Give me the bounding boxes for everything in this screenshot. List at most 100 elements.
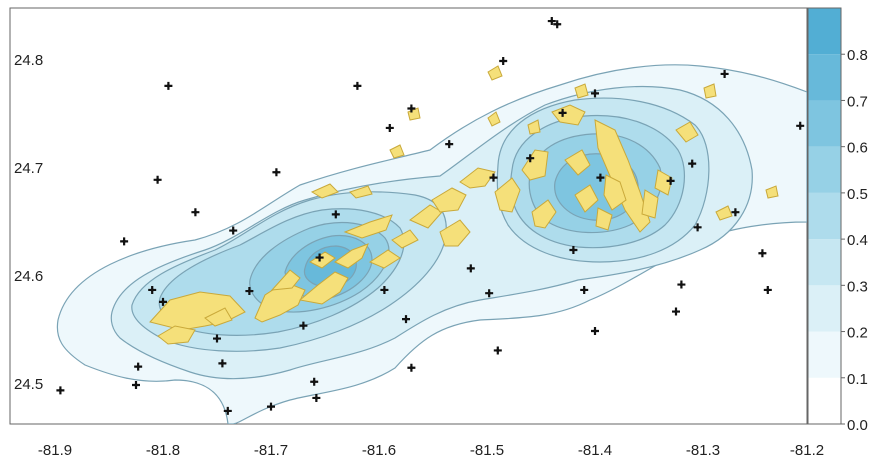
x-tick-label: -81.7 [254, 442, 288, 459]
station-marker [466, 264, 475, 273]
island [204, 307, 233, 327]
station-marker [380, 285, 389, 294]
station-marker [116, 432, 124, 440]
station-marker [591, 89, 599, 98]
colorbar-bands [808, 8, 841, 424]
station-marker [569, 246, 578, 254]
colorbar-band [808, 239, 841, 286]
x-tick-label: -81.8 [146, 442, 180, 459]
y-tick-label: 24.5 [14, 376, 43, 393]
station-marker [353, 81, 362, 90]
station-marker [191, 208, 200, 217]
station-marker [299, 321, 308, 330]
island [310, 183, 339, 199]
x-tick-label: -81.2 [790, 442, 824, 459]
station-marker [331, 210, 340, 219]
colorbar-band [808, 285, 841, 332]
colorbar-tick-label: 0.7 [847, 93, 868, 110]
colorbar-tick-label: 0.5 [847, 186, 868, 203]
station-marker [164, 81, 173, 90]
island [574, 184, 599, 213]
station-marker [796, 121, 805, 130]
colorbar-tick-label: 0.0 [847, 417, 868, 434]
station-marker [596, 173, 605, 182]
station-marker [553, 20, 562, 29]
island [675, 121, 699, 143]
station-marker [677, 280, 686, 289]
station-marker [731, 208, 740, 217]
colorbar-band [808, 100, 841, 147]
station-marker [229, 226, 238, 235]
island [487, 111, 501, 127]
station-marker [758, 249, 767, 258]
colorbar: 0.0 0.1 0.2 0.3 0.4 0.5 0.6 0.7 0.8 [807, 7, 868, 434]
colorbar-band [808, 192, 841, 240]
station-marker [120, 237, 129, 246]
colorbar-band [808, 377, 841, 424]
island [564, 149, 591, 176]
station-marker [489, 173, 498, 182]
island [389, 144, 405, 159]
island [368, 249, 401, 269]
island [254, 281, 306, 323]
island [521, 149, 549, 181]
colorbar-tick-label: 0.8 [847, 47, 868, 64]
island [494, 177, 521, 213]
island [527, 119, 541, 135]
x-tick-label: -81.3 [686, 442, 720, 459]
station-marker [580, 285, 589, 294]
y-tick-label: 24.7 [14, 160, 43, 177]
island [298, 271, 349, 305]
island [343, 214, 393, 239]
station-marker [402, 315, 410, 324]
station-marker [526, 154, 535, 163]
island [391, 229, 419, 249]
x-axis: -81.9 -81.8 -81.7 -81.6 -81.5 -81.4 -81.… [38, 442, 824, 459]
y-tick-label: 24.6 [14, 268, 43, 285]
station-marker [547, 17, 556, 26]
station-marker [223, 406, 232, 415]
station-marker [56, 386, 65, 395]
island [334, 243, 369, 269]
station-marker [153, 175, 162, 184]
island [270, 269, 301, 291]
island [594, 119, 651, 233]
station-marker [407, 363, 416, 372]
x-tick-label: -81.4 [578, 442, 612, 459]
island [595, 207, 613, 231]
station-marker [272, 168, 281, 177]
station-marker [763, 285, 772, 294]
colorbar-band [808, 146, 841, 193]
island [531, 199, 557, 229]
colorbar-band [808, 331, 841, 378]
colorbar-tick-label: 0.3 [847, 278, 868, 295]
colorbar-band [808, 54, 841, 101]
islands [149, 65, 779, 345]
island [641, 189, 659, 219]
station-marker [445, 140, 454, 149]
station-markers [56, 17, 805, 440]
x-tick-label: -81.5 [470, 442, 504, 459]
station-marker [493, 346, 502, 355]
island [765, 185, 779, 199]
island [431, 187, 467, 213]
island [487, 65, 503, 81]
island [551, 104, 586, 126]
station-marker [693, 223, 702, 232]
x-tick-label: -81.6 [362, 442, 396, 459]
station-marker [218, 359, 227, 368]
station-marker [159, 297, 167, 306]
density-contours [56, 17, 807, 440]
colorbar-tick-label: 0.4 [847, 232, 868, 249]
x-tick-label: -81.9 [38, 442, 72, 459]
station-marker [245, 287, 254, 296]
colorbar-ticks: 0.0 0.1 0.2 0.3 0.4 0.5 0.6 0.7 0.8 [841, 47, 868, 434]
station-marker [666, 176, 675, 185]
station-marker [558, 108, 567, 117]
colorbar-band [808, 8, 841, 55]
station-marker [499, 57, 508, 65]
station-marker [148, 285, 157, 294]
station-marker [134, 362, 143, 371]
station-marker [407, 104, 416, 113]
